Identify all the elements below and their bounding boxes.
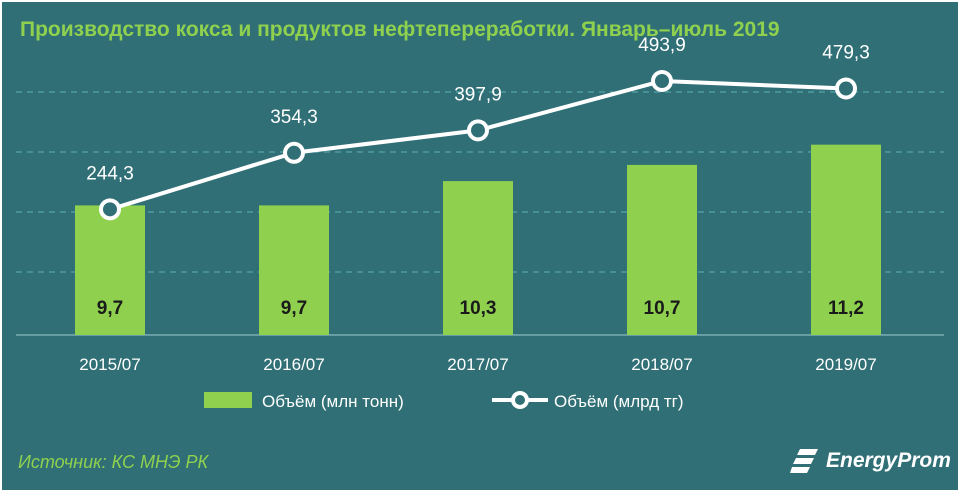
line-marker bbox=[103, 202, 117, 217]
logo-text: EnergyProm bbox=[826, 449, 951, 472]
line-marker bbox=[287, 145, 301, 160]
line-marker bbox=[839, 81, 853, 96]
x-tick-label: 2018/07 bbox=[631, 355, 692, 374]
legend-bar-swatch bbox=[204, 392, 252, 408]
bar bbox=[811, 144, 881, 335]
x-tick-label: 2015/07 bbox=[79, 355, 140, 374]
bar bbox=[443, 181, 513, 335]
line-value-label: 479,3 bbox=[822, 43, 870, 64]
line-marker bbox=[471, 123, 485, 138]
x-tick-label: 2016/07 bbox=[263, 355, 324, 374]
bar-value-label: 10,3 bbox=[460, 298, 497, 319]
line-value-label: 493,9 bbox=[638, 35, 686, 56]
x-tick-label: 2017/07 bbox=[447, 355, 508, 374]
bar-value-label: 11,2 bbox=[828, 298, 864, 319]
legend-line-label: Объём (млрд тг) bbox=[554, 392, 684, 411]
bar-value-label: 10,7 bbox=[644, 298, 681, 319]
bar bbox=[259, 205, 329, 335]
bar-value-label: 9,7 bbox=[281, 298, 307, 319]
bar bbox=[627, 164, 697, 335]
line-value-label: 354,3 bbox=[270, 107, 318, 128]
energyprom-logo: EnergyProm bbox=[790, 444, 951, 478]
line-marker bbox=[655, 73, 669, 88]
legend-bar-label: Объём (млн тонн) bbox=[262, 392, 404, 411]
legend-line-marker bbox=[515, 395, 525, 405]
bar bbox=[75, 205, 145, 335]
chart-title: Производство кокса и продуктов нефтепере… bbox=[20, 18, 780, 41]
bar-value-label: 9,7 bbox=[97, 298, 123, 319]
line-value-label: 244,3 bbox=[86, 163, 134, 184]
x-tick-label: 2019/07 bbox=[815, 355, 876, 374]
energyprom-logo-icon bbox=[790, 449, 818, 473]
line-value-label: 397,9 bbox=[454, 84, 502, 105]
source-note: Источник: КС МНЭ РК bbox=[18, 452, 209, 472]
